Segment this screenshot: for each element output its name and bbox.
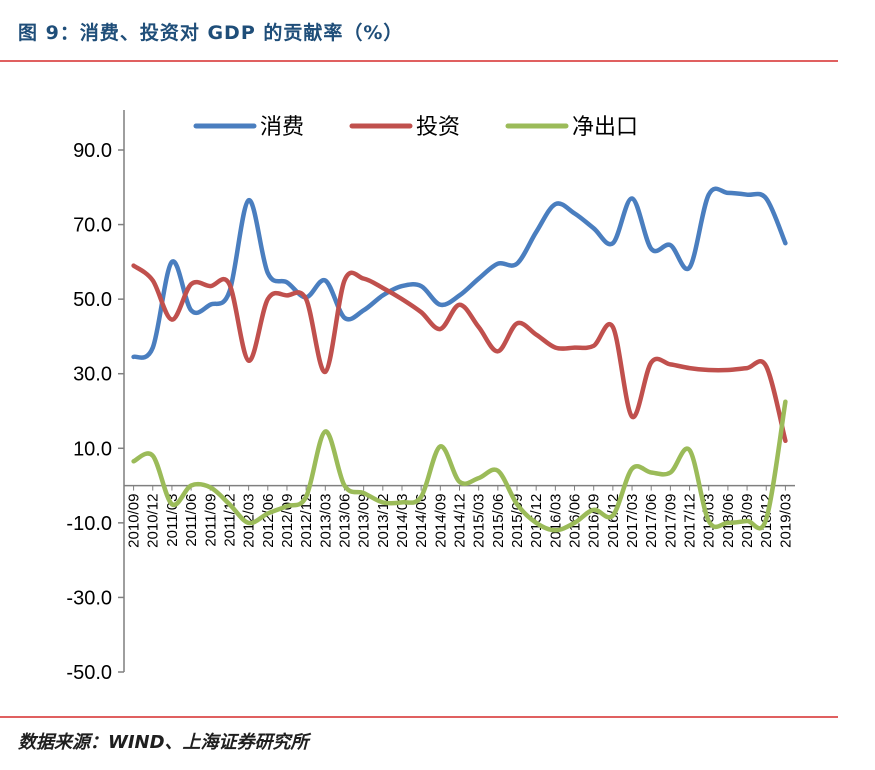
x-tick-label: 2017/06 (643, 494, 660, 548)
y-tick-label: 10.0 (73, 438, 112, 460)
x-tick-label: 2012/06 (260, 494, 277, 548)
y-tick-label: -30.0 (66, 587, 112, 609)
y-tick-label: 50.0 (73, 289, 112, 311)
x-tick-label: 2017/09 (662, 494, 679, 548)
source-note: 数据来源：WIND、上海证券研究所 (18, 732, 309, 753)
y-tick-label: 90.0 (73, 140, 112, 162)
x-tick-label: 2013/09 (356, 494, 373, 548)
x-tick-label: 2012/03 (241, 494, 258, 548)
investment-series-line (131, 263, 788, 444)
x-tick-label: 2011/09 (202, 494, 219, 547)
consumption-series-line (131, 186, 788, 360)
x-tick-label: 2015/03 (471, 494, 488, 548)
x-tick-label: 2013/03 (317, 494, 334, 548)
x-tick-label: 2012/09 (279, 494, 296, 548)
series-group (131, 186, 788, 533)
x-tick-label: 2019/03 (777, 494, 794, 548)
x-tick-label: 2014/09 (432, 494, 449, 548)
legend-net-exports-label: 净出口 (572, 115, 638, 140)
x-tick-label: 2014/12 (452, 494, 469, 548)
x-tick-label: 2011/03 (164, 494, 181, 547)
x-tick-label: 2015/06 (490, 494, 507, 548)
legend-consumption-label: 消费 (260, 115, 304, 140)
x-tick-label: 2017/12 (682, 494, 699, 548)
x-tick-label: 2016/03 (547, 494, 564, 548)
legend-investment-label: 投资 (416, 115, 460, 140)
top-divider (0, 60, 838, 62)
x-axis: 2010/09 2010/12 2011/03 2011/06 2011/09 2011/… (124, 484, 795, 548)
x-tick-label: 2012/12 (298, 494, 315, 548)
legend: 消费 投资 净出口 (193, 115, 638, 140)
y-tick-label: -10.0 (66, 513, 112, 535)
x-tick-label: 2017/03 (624, 494, 641, 548)
x-tick-label: 2011/06 (183, 494, 200, 547)
x-tick-label: 2013/12 (375, 494, 392, 548)
x-tick-label: 2014/03 (394, 494, 411, 548)
x-tick-label: 2013/06 (336, 494, 353, 548)
y-tick-label: -50.0 (66, 662, 112, 684)
x-tick-label: 2010/09 (126, 494, 143, 548)
y-axis: 90.0 70.0 50.0 30.0 10.0 -10.0 -30.0 -50.0 (66, 110, 125, 684)
y-tick-label: 70.0 (73, 215, 112, 237)
x-tick-label: 2010/12 (145, 494, 162, 548)
x-tick-label: 2014/06 (413, 494, 430, 548)
x-tick-label: 2016/09 (586, 494, 603, 548)
chart-title: 图 9：消费、投资对 GDP 的贡献率（%） (18, 22, 404, 44)
net-exports-series-line (131, 399, 788, 533)
y-tick-label: 30.0 (73, 364, 112, 386)
bottom-divider (0, 716, 838, 718)
